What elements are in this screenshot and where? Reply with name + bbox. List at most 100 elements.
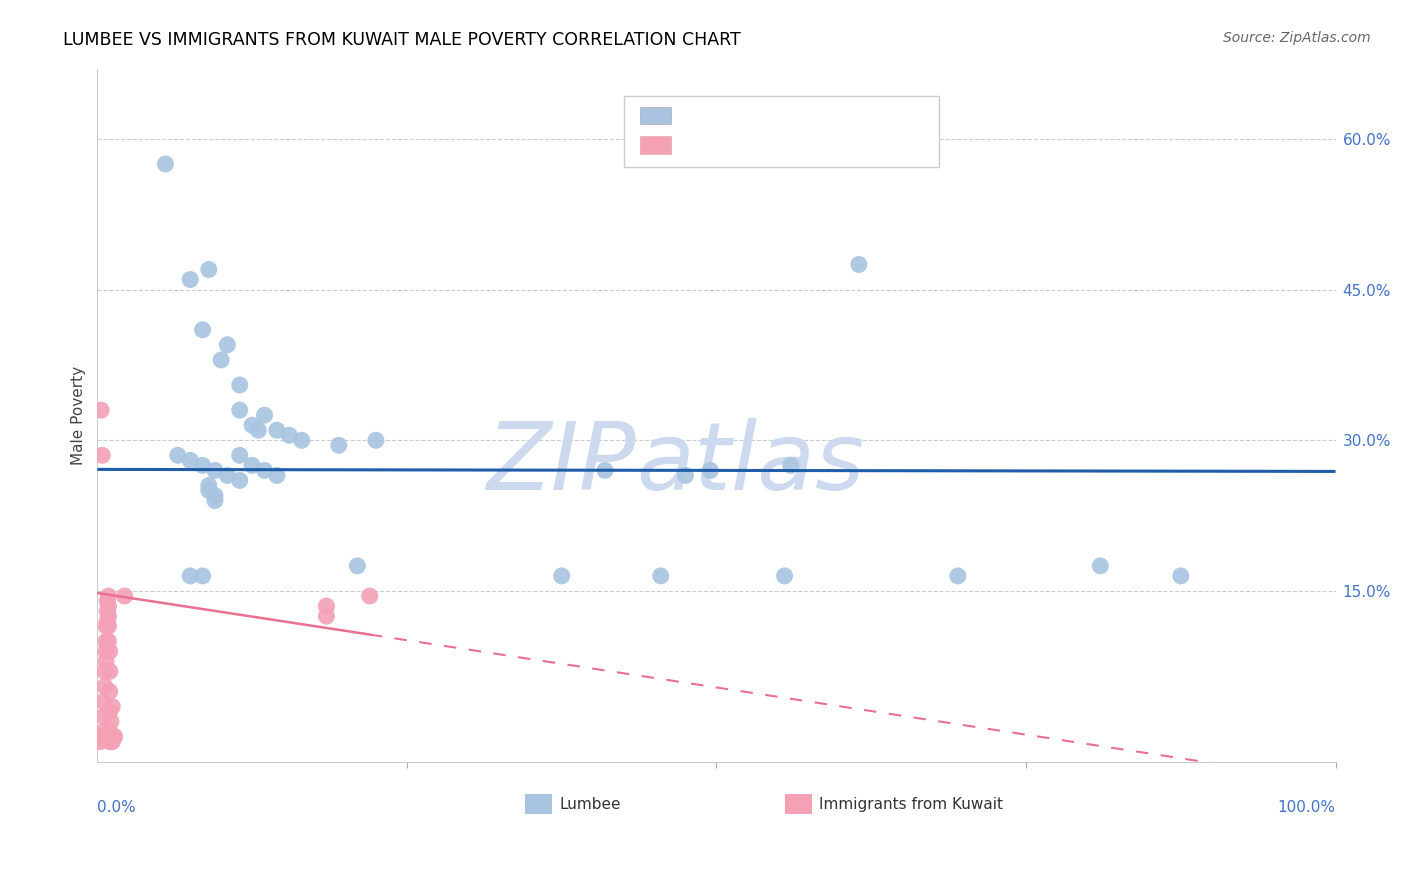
- Point: [97, 599, 120, 613]
- Point: [179, 453, 201, 467]
- Point: [97, 589, 120, 603]
- Point: [155, 157, 177, 171]
- Point: [191, 569, 214, 583]
- Point: [91, 448, 114, 462]
- Point: [229, 448, 252, 462]
- Point: [94, 665, 117, 679]
- Point: [97, 619, 120, 633]
- Point: [247, 423, 270, 437]
- Point: [204, 489, 226, 503]
- Point: [98, 724, 121, 739]
- Point: [229, 474, 252, 488]
- Point: [315, 609, 337, 624]
- Point: [98, 734, 121, 748]
- Point: [550, 569, 572, 583]
- Point: [291, 434, 314, 448]
- Point: [266, 468, 288, 483]
- Bar: [785, 795, 811, 814]
- Point: [266, 423, 288, 437]
- Point: [96, 614, 118, 628]
- Point: [346, 558, 368, 573]
- Point: [240, 418, 263, 433]
- Point: [946, 569, 969, 583]
- Point: [364, 434, 387, 448]
- Point: [240, 458, 263, 473]
- Text: 100.0%: 100.0%: [1278, 800, 1336, 815]
- Point: [100, 730, 122, 744]
- Point: [89, 734, 111, 748]
- Point: [100, 714, 122, 729]
- Point: [90, 730, 112, 744]
- Bar: [640, 107, 671, 124]
- Point: [93, 709, 115, 723]
- Bar: [640, 136, 671, 153]
- Text: R =: R =: [682, 137, 717, 153]
- Point: [93, 694, 115, 708]
- Point: [97, 634, 120, 648]
- Point: [191, 323, 214, 337]
- Text: Source: ZipAtlas.com: Source: ZipAtlas.com: [1223, 31, 1371, 45]
- Point: [97, 609, 120, 624]
- Point: [229, 403, 252, 417]
- Point: [779, 458, 801, 473]
- Point: [1090, 558, 1112, 573]
- Point: [217, 338, 239, 352]
- Point: [98, 665, 121, 679]
- Point: [359, 589, 381, 603]
- Point: [101, 734, 124, 748]
- Point: [98, 705, 121, 719]
- Point: [94, 644, 117, 658]
- Point: [209, 352, 232, 367]
- Point: [848, 257, 870, 271]
- Point: [101, 699, 124, 714]
- Point: [93, 724, 115, 739]
- Point: [166, 448, 188, 462]
- Point: [328, 438, 350, 452]
- Text: R =: R =: [682, 107, 717, 122]
- Point: [90, 403, 112, 417]
- Point: [98, 684, 121, 698]
- Point: [253, 408, 276, 422]
- Point: [96, 594, 118, 608]
- Bar: [524, 795, 551, 814]
- Point: [197, 483, 219, 498]
- Text: atlas: atlas: [636, 418, 865, 509]
- Point: [773, 569, 796, 583]
- Point: [104, 730, 127, 744]
- Point: [315, 599, 337, 613]
- Text: N =: N =: [790, 137, 837, 153]
- Point: [179, 569, 201, 583]
- Point: [197, 478, 219, 492]
- Text: -0.002: -0.002: [728, 107, 780, 122]
- Text: N =: N =: [790, 107, 837, 122]
- Point: [699, 463, 721, 477]
- Point: [253, 463, 276, 477]
- Point: [103, 730, 125, 744]
- Point: [197, 262, 219, 277]
- Text: LUMBEE VS IMMIGRANTS FROM KUWAIT MALE POVERTY CORRELATION CHART: LUMBEE VS IMMIGRANTS FROM KUWAIT MALE PO…: [63, 31, 741, 49]
- Point: [650, 569, 672, 583]
- Point: [278, 428, 301, 442]
- Point: [94, 680, 117, 694]
- Point: [593, 463, 616, 477]
- Point: [179, 272, 201, 286]
- Y-axis label: Male Poverty: Male Poverty: [72, 366, 86, 465]
- Point: [1170, 569, 1192, 583]
- Point: [98, 644, 121, 658]
- Point: [94, 619, 117, 633]
- Text: -0.034: -0.034: [728, 137, 780, 153]
- Point: [94, 634, 117, 648]
- Point: [675, 468, 697, 483]
- Text: Lumbee: Lumbee: [560, 797, 620, 812]
- Text: ZIP: ZIP: [486, 418, 636, 509]
- Text: 38: 38: [859, 137, 882, 153]
- FancyBboxPatch shape: [624, 96, 939, 167]
- Point: [94, 654, 117, 668]
- Point: [191, 458, 214, 473]
- Text: 0.0%: 0.0%: [97, 800, 136, 815]
- Text: Immigrants from Kuwait: Immigrants from Kuwait: [820, 797, 1004, 812]
- Point: [96, 604, 118, 618]
- Point: [114, 589, 136, 603]
- Text: 44: 44: [859, 107, 882, 122]
- Point: [217, 468, 239, 483]
